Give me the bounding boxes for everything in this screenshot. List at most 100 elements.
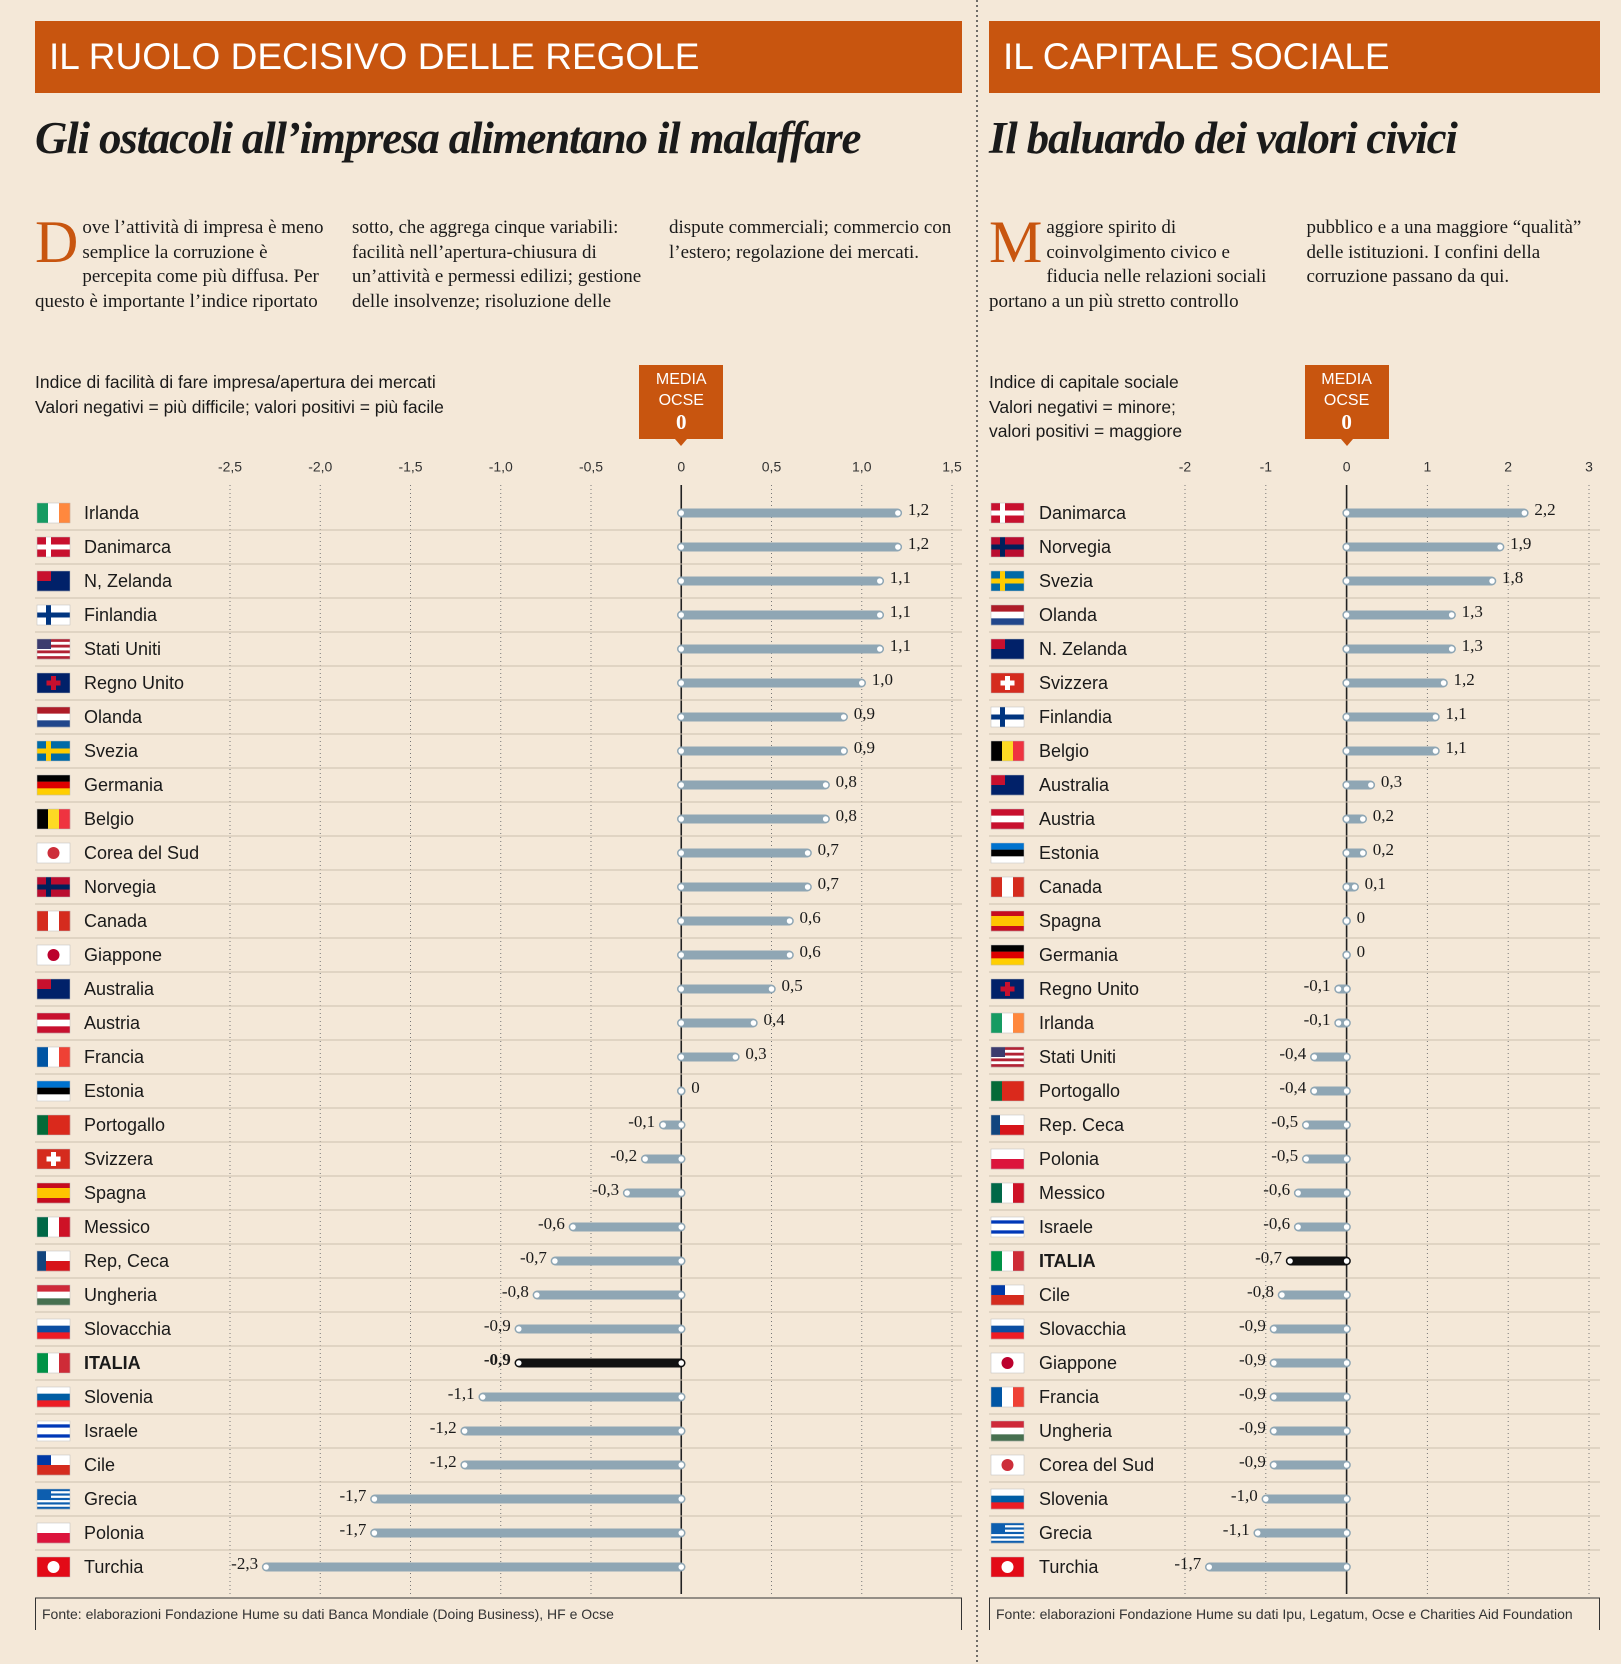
bar <box>1342 610 1456 620</box>
bar-base <box>677 576 686 586</box>
flag-part <box>1000 986 1015 992</box>
flag <box>990 1522 1025 1544</box>
value-label: -1,2 <box>430 1452 457 1471</box>
flag-border <box>990 1216 1025 1238</box>
flag-border <box>990 1148 1025 1170</box>
bar-base <box>1342 1086 1351 1096</box>
bar-end <box>1342 916 1351 926</box>
value-label: -0,1 <box>628 1112 655 1131</box>
flag-part <box>991 578 1024 584</box>
flag-part <box>46 1156 61 1162</box>
bar <box>1342 508 1529 518</box>
value-label: -1,1 <box>448 1384 475 1403</box>
flag-part <box>37 1495 70 1499</box>
flag-part <box>37 1325 70 1333</box>
category-label: Austria <box>84 1013 141 1033</box>
bar-base <box>1342 1052 1351 1062</box>
flag-part <box>1013 1387 1025 1407</box>
category-label: Slovenia <box>84 1387 154 1407</box>
bar <box>677 882 812 892</box>
flag-part <box>991 1295 1024 1306</box>
category-label: Turchia <box>1039 1557 1099 1577</box>
flag <box>36 808 71 830</box>
flag <box>990 978 1025 1000</box>
category-label: Giappone <box>1039 1353 1117 1373</box>
flag-part <box>47 949 60 961</box>
bar-base <box>1342 712 1351 722</box>
flag <box>36 1114 71 1136</box>
flag-part <box>37 707 70 714</box>
flag-part <box>991 921 1024 927</box>
category-label: Spagna <box>84 1183 147 1203</box>
category-label: Israele <box>1039 1217 1093 1237</box>
flag-part <box>37 1400 70 1408</box>
bar <box>1342 712 1440 722</box>
flag-part <box>37 1047 49 1067</box>
flag-part <box>991 605 1024 612</box>
flag-part <box>991 510 1024 516</box>
value-label: 0,7 <box>818 840 840 859</box>
flag-part <box>1013 877 1025 897</box>
flag-part <box>991 916 1024 922</box>
flag <box>990 1454 1025 1476</box>
chart-title: Il baluardo dei valori civici <box>989 113 1458 163</box>
category-label: Regno Unito <box>1039 979 1139 999</box>
flag-part <box>991 843 1024 850</box>
flag-part <box>48 1115 60 1135</box>
bar-base <box>677 1494 686 1504</box>
flag-part <box>991 877 1003 897</box>
bar-base <box>677 916 686 926</box>
bar <box>1269 1358 1351 1368</box>
flag-part <box>37 1455 70 1466</box>
category-label: ITALIA <box>84 1353 141 1373</box>
flag-part <box>37 656 70 660</box>
flag-border <box>36 1182 71 1204</box>
flag-part <box>991 1540 1024 1544</box>
bar-end <box>550 1256 560 1266</box>
bar-base <box>677 848 686 858</box>
flag-part <box>1001 1357 1014 1369</box>
flag-part <box>991 1125 1024 1136</box>
flag <box>36 1250 71 1272</box>
flag-border <box>36 1012 71 1034</box>
flag <box>990 774 1025 796</box>
flag-border <box>990 740 1025 762</box>
flag-part <box>991 1525 1024 1528</box>
value-label: -0,9 <box>484 1316 511 1335</box>
category-label: Portogallo <box>84 1115 165 1135</box>
value-label: 1,1 <box>1445 738 1466 757</box>
category-label: Slovacchia <box>84 1319 172 1339</box>
flag-part <box>991 926 1024 932</box>
flag-part <box>37 1081 70 1088</box>
flag-border <box>990 706 1025 728</box>
value-label: 0,9 <box>854 738 875 757</box>
flag <box>36 570 71 592</box>
flag-part <box>37 1502 70 1505</box>
flag-part <box>37 1087 70 1095</box>
flag-part <box>991 1115 1000 1135</box>
bar-base <box>677 1358 686 1368</box>
bar-base <box>1342 984 1351 994</box>
value-label: 1,1 <box>1445 704 1466 723</box>
bar-end <box>1310 1052 1319 1062</box>
bar-end <box>514 1324 524 1334</box>
bar <box>1342 678 1448 688</box>
flag-part <box>37 650 70 654</box>
flag-part <box>991 911 1024 917</box>
category-label: Svizzera <box>1039 673 1109 693</box>
value-label: -0,7 <box>520 1248 547 1267</box>
flag-part <box>37 1183 70 1189</box>
bar-base <box>677 746 686 756</box>
bar-base <box>1342 542 1351 552</box>
bar-base <box>1342 678 1351 688</box>
flag-part <box>991 856 1024 864</box>
flag-part <box>37 1523 70 1534</box>
bar <box>1205 1562 1351 1572</box>
category-label: Finlandia <box>84 605 158 625</box>
flag-part <box>991 1149 1024 1160</box>
bar-end <box>785 916 794 926</box>
subtitle-line: Valori negativi = minore; <box>989 396 1176 417</box>
flag <box>36 740 71 762</box>
